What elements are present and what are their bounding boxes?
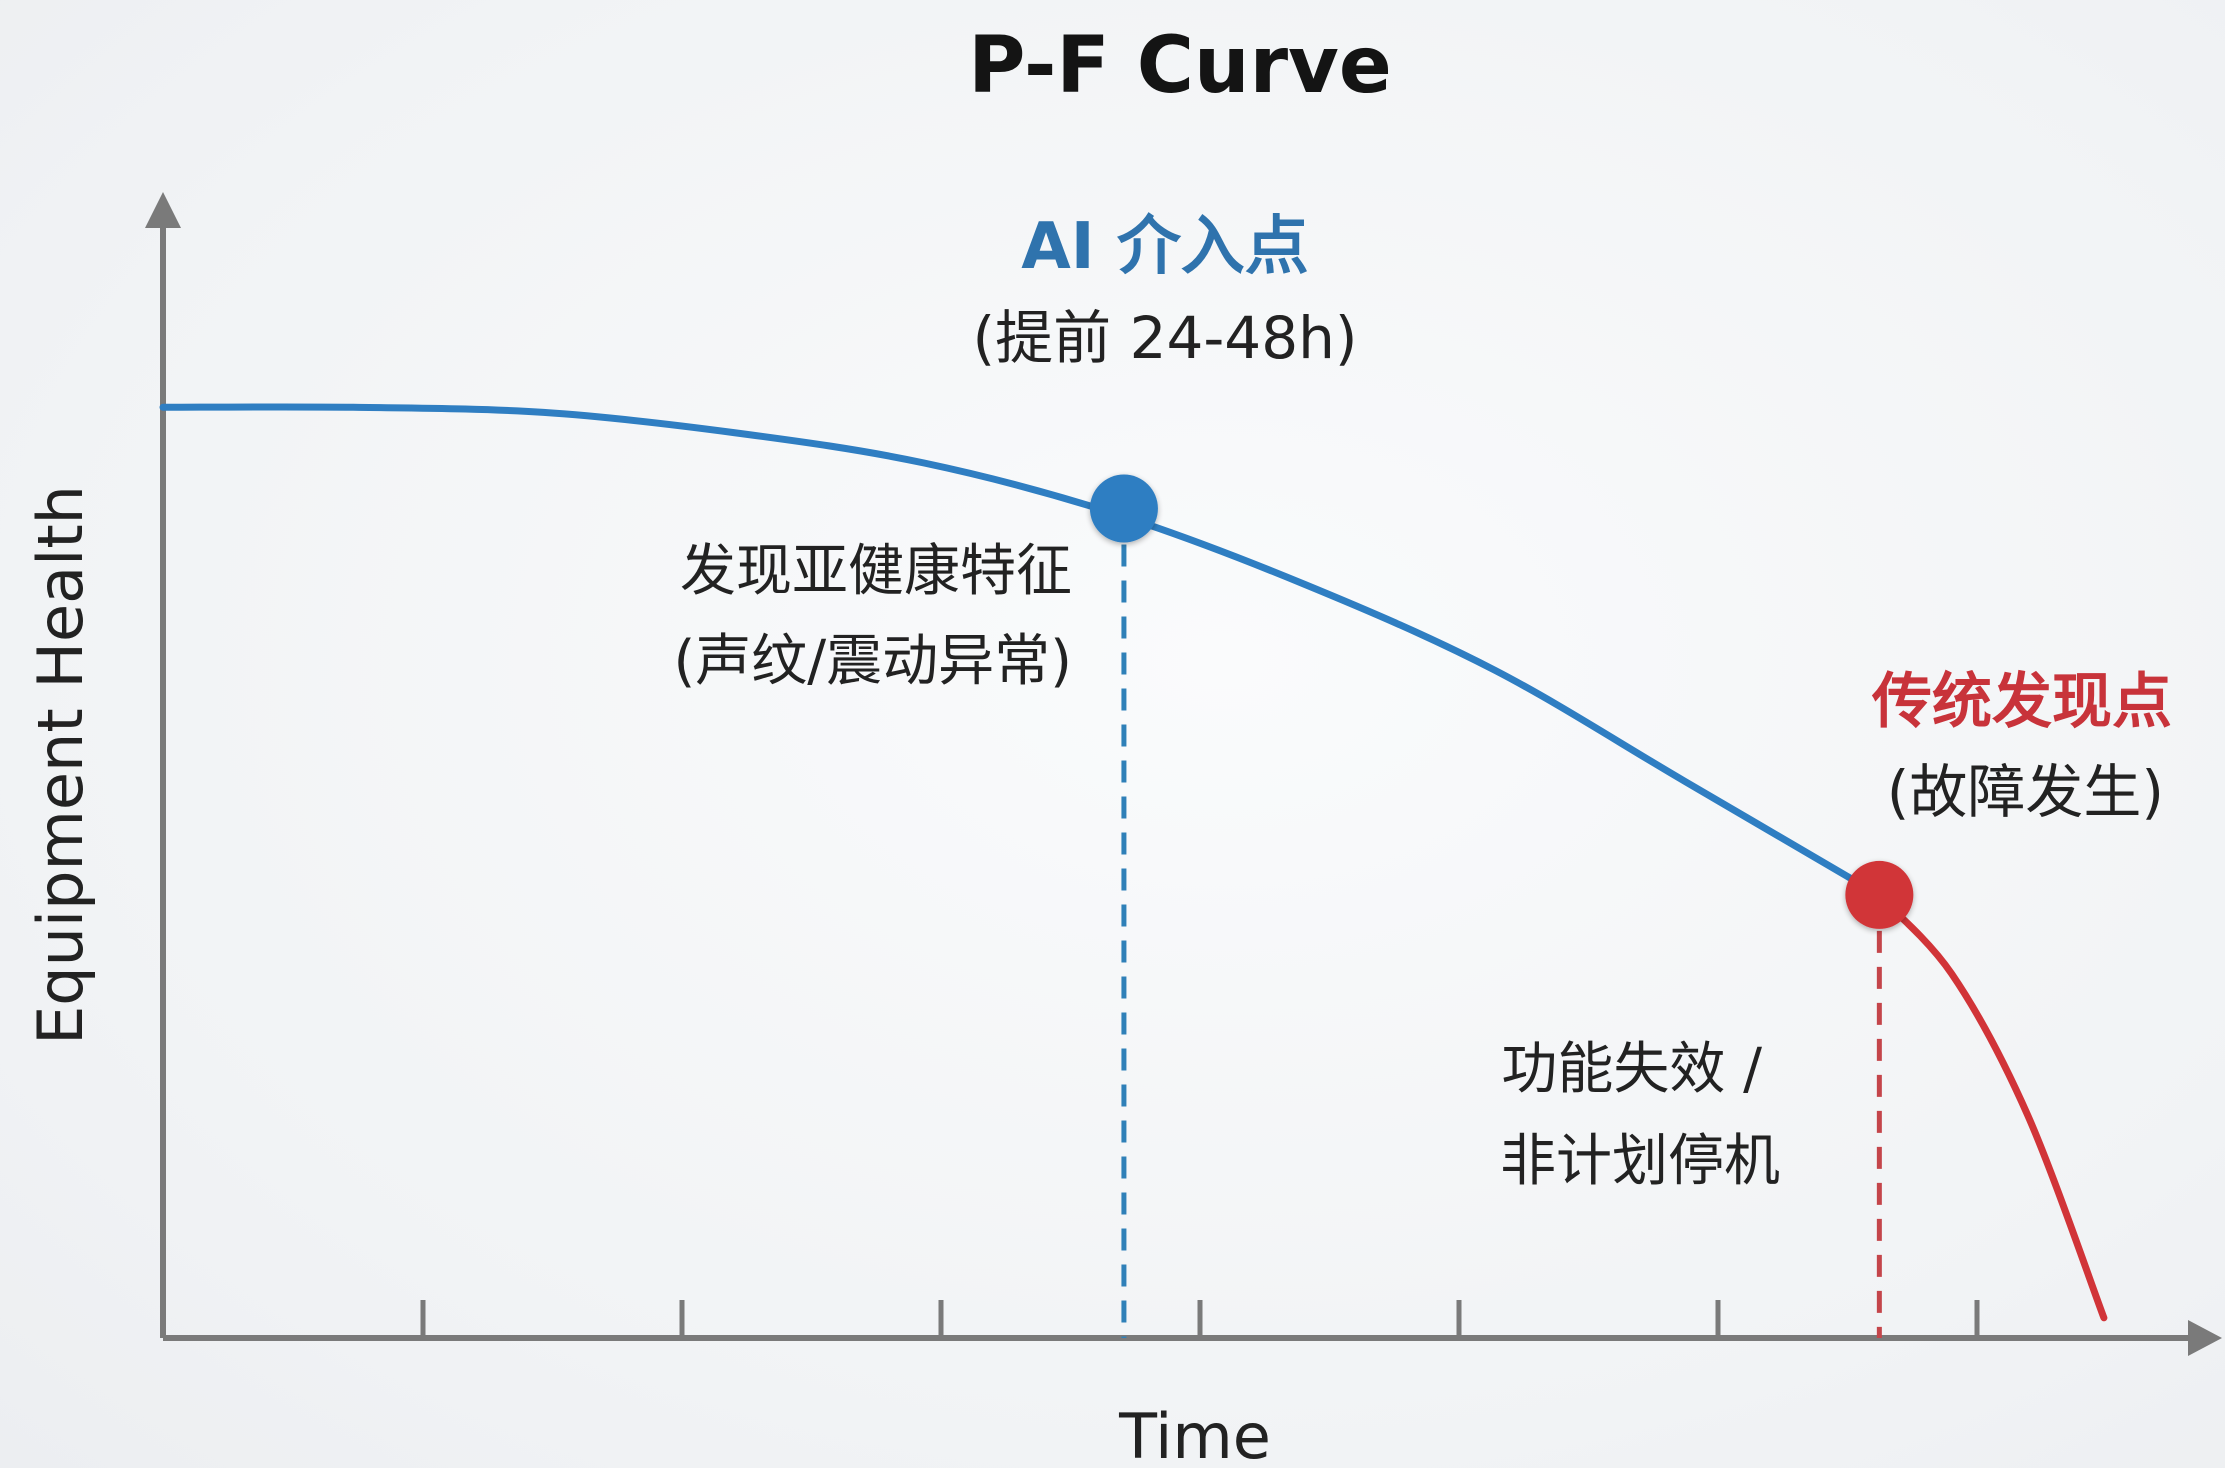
failure-curve-line bbox=[1872, 889, 2108, 1322]
x-axis-arrow bbox=[2188, 1320, 2222, 1356]
x-axis-label: Time bbox=[1118, 1400, 1271, 1468]
p-point-subheading: (提前 24-48h) bbox=[973, 304, 1358, 372]
f-point-marker bbox=[1845, 860, 1914, 929]
p-point-note-line-1: 发现亚健康特征 bbox=[680, 539, 1072, 604]
p-point-heading: AI 介入点 bbox=[1021, 210, 1309, 284]
y-axis-label: Equipment Health bbox=[24, 485, 97, 1045]
drop-lines-group bbox=[1121, 508, 1882, 1338]
p-point-marker bbox=[1089, 474, 1158, 543]
f-point-subheading: (故障发生) bbox=[1887, 758, 2164, 826]
p-point-note-line-2: (声纹/震动异常) bbox=[673, 629, 1072, 694]
chart-title: P-F Curve bbox=[968, 21, 1392, 111]
f-point-note-line-1: 功能失效 / bbox=[1501, 1037, 1762, 1102]
markers-group bbox=[1089, 474, 1914, 929]
f-point-note-line-2: 非计划停机 bbox=[1500, 1129, 1780, 1194]
series-lines-group bbox=[159, 403, 2108, 1322]
y-axis-arrow bbox=[145, 192, 181, 228]
x-ticks-group bbox=[420, 1300, 1980, 1338]
f-point-heading: 传统发现点 bbox=[1871, 667, 2172, 737]
health-curve-line bbox=[159, 403, 1879, 897]
